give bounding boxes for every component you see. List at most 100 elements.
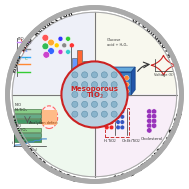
- Text: Cholesterol: Cholesterol: [141, 137, 163, 141]
- Text: a: a: [139, 160, 146, 168]
- Wedge shape: [12, 12, 94, 94]
- Circle shape: [107, 75, 112, 80]
- Circle shape: [54, 43, 59, 48]
- Circle shape: [105, 125, 109, 130]
- Bar: [14, 114, 41, 118]
- Circle shape: [113, 89, 118, 94]
- Circle shape: [82, 91, 88, 98]
- Text: ChEt/TiO$_2$: ChEt/TiO$_2$: [121, 137, 142, 145]
- Text: I: I: [122, 125, 123, 129]
- Circle shape: [116, 109, 120, 114]
- Text: o: o: [119, 170, 125, 177]
- Text: e: e: [12, 122, 20, 128]
- Circle shape: [72, 91, 78, 98]
- Circle shape: [61, 61, 128, 128]
- Text: B: B: [10, 67, 18, 73]
- Circle shape: [43, 51, 50, 58]
- Circle shape: [120, 125, 125, 130]
- Ellipse shape: [41, 106, 58, 129]
- Circle shape: [91, 91, 98, 98]
- Circle shape: [116, 120, 120, 124]
- Circle shape: [58, 50, 63, 54]
- Text: n: n: [169, 123, 176, 130]
- Circle shape: [66, 36, 70, 41]
- Circle shape: [58, 36, 63, 41]
- Text: n: n: [157, 142, 165, 149]
- Circle shape: [82, 82, 88, 88]
- Circle shape: [109, 109, 114, 114]
- Text: o: o: [145, 155, 153, 162]
- Text: m: m: [14, 125, 22, 134]
- Text: p: p: [111, 173, 117, 180]
- Circle shape: [147, 114, 152, 119]
- Text: p: p: [26, 37, 34, 44]
- Circle shape: [147, 123, 152, 128]
- Circle shape: [113, 82, 118, 87]
- Bar: [107, 72, 131, 94]
- Circle shape: [91, 111, 98, 117]
- Text: I: I: [122, 109, 123, 114]
- Bar: [14, 138, 41, 142]
- Text: c: c: [49, 18, 56, 25]
- Circle shape: [66, 50, 70, 54]
- Wedge shape: [94, 12, 177, 94]
- Text: s: s: [37, 155, 44, 162]
- Text: acid + H₂O₂: acid + H₂O₂: [107, 43, 127, 47]
- Text: U: U: [173, 111, 180, 117]
- Circle shape: [48, 39, 54, 46]
- Circle shape: [72, 111, 78, 117]
- Text: u: u: [115, 172, 121, 179]
- Text: d: d: [152, 33, 160, 41]
- Text: TiO$_2$: TiO$_2$: [86, 91, 103, 101]
- Circle shape: [147, 128, 152, 133]
- Text: d: d: [16, 53, 23, 60]
- Text: i: i: [22, 139, 28, 144]
- Circle shape: [111, 91, 117, 98]
- Text: H-TiO$_2$: H-TiO$_2$: [103, 137, 118, 145]
- Circle shape: [105, 115, 109, 119]
- Circle shape: [91, 82, 98, 88]
- Circle shape: [42, 43, 49, 50]
- Circle shape: [82, 111, 88, 117]
- Circle shape: [147, 109, 152, 114]
- Text: a: a: [23, 41, 31, 48]
- Text: o: o: [140, 22, 147, 30]
- Circle shape: [113, 75, 118, 80]
- Bar: [77, 50, 82, 73]
- Text: u: u: [45, 21, 52, 28]
- Text: I: I: [122, 120, 123, 124]
- Circle shape: [120, 115, 125, 119]
- Text: c: c: [155, 146, 162, 153]
- Circle shape: [48, 48, 54, 54]
- Circle shape: [72, 101, 78, 107]
- Circle shape: [120, 109, 125, 114]
- Text: t: t: [10, 114, 16, 119]
- Bar: [42, 110, 57, 125]
- Circle shape: [91, 72, 98, 78]
- Circle shape: [8, 8, 181, 181]
- Text: Analyte: Analyte: [29, 121, 44, 125]
- Text: Mesoporous: Mesoporous: [70, 86, 119, 92]
- Circle shape: [107, 82, 112, 87]
- Text: g: g: [167, 127, 174, 134]
- Circle shape: [109, 125, 114, 130]
- Circle shape: [101, 82, 107, 88]
- Circle shape: [151, 118, 157, 124]
- Text: u: u: [144, 26, 152, 33]
- Circle shape: [116, 125, 120, 130]
- Polygon shape: [107, 67, 135, 72]
- Text: c: c: [53, 166, 59, 173]
- Circle shape: [101, 91, 107, 98]
- Text: a: a: [30, 149, 37, 156]
- Text: I: I: [116, 109, 117, 114]
- Text: d: d: [41, 23, 48, 31]
- Text: Ni-TiO₂: Ni-TiO₂: [14, 128, 27, 132]
- Text: w: w: [155, 37, 164, 45]
- Circle shape: [124, 89, 129, 94]
- Text: I: I: [116, 115, 117, 119]
- Circle shape: [91, 101, 98, 107]
- Text: F: F: [163, 135, 170, 142]
- Text: NiO: NiO: [14, 103, 21, 107]
- Text: o: o: [62, 12, 69, 19]
- Text: f: f: [62, 170, 67, 176]
